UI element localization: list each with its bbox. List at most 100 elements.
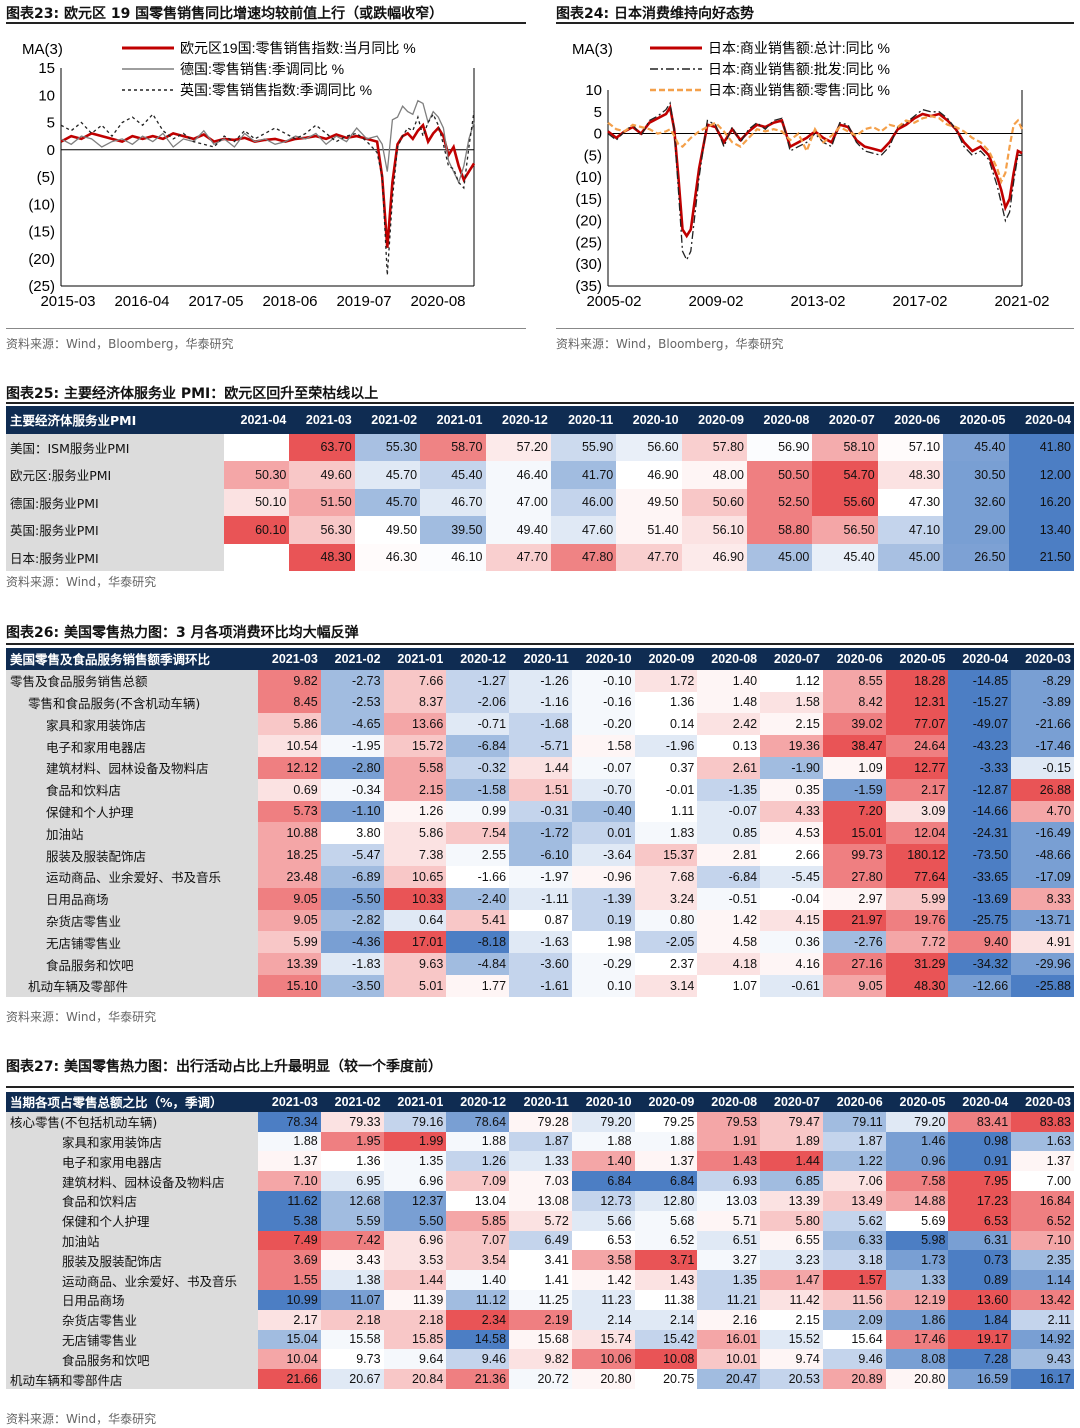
heatmap-cell: -0.29 [571,953,635,975]
heatmap-cell: 1.57 [822,1270,886,1290]
heatmap-cell: -1.97 [509,865,572,888]
heatmap-cell: 1.46 [885,1131,949,1152]
heatmap-cell: -1.95 [320,735,384,757]
row-label: 杂货店零售业 [6,1309,258,1330]
row-label: 服装及服装配饰店 [6,844,258,866]
table27-column-header: 2020-05 [885,1092,949,1112]
table25-column-header: 2021-03 [289,406,355,434]
heatmap-cell: 10.88 [258,822,321,845]
heatmap-cell: 13.39 [760,1190,823,1211]
heatmap-cell: 5.86 [383,822,447,845]
table-row: 服装及服装配饰店 3.69 3.43 3.53 3.54 3.41 3.58 3.71 3.27… [6,1250,1074,1271]
heatmap-cell: 5.01 [383,974,447,997]
heatmap-cell: 16.17 [1011,1369,1074,1389]
table25-title-rule [6,402,1074,404]
heatmap-cell: 7.10 [258,1171,321,1191]
heatmap-cell: 6.85 [760,1171,823,1191]
heatmap-cell: 4.18 [697,953,761,975]
heatmap-cell: 0.14 [634,713,698,736]
heatmap-cell: 2.14 [571,1309,635,1330]
table27-column-header: 2020-09 [634,1092,698,1112]
heatmap-cell: 0.96 [885,1151,949,1172]
heatmap-cell: 6.49 [509,1230,572,1251]
heatmap-cell: 7.03 [509,1171,572,1191]
heatmap-cell: 3.14 [634,974,698,997]
table26-column-header: 2021-03 [258,648,321,670]
heatmap-cell: 5.72 [509,1210,572,1231]
heatmap-cell: 1.91 [697,1131,761,1152]
chart24-xtick: 2009-02 [688,293,743,310]
heatmap-cell: -1.61 [509,974,572,997]
heatmap-cell: 10.08 [634,1349,698,1370]
heatmap-cell: 41.80 [1008,433,1074,461]
heatmap-cell: 20.72 [509,1369,572,1389]
heatmap-cell: 0.64 [383,909,447,932]
table26-column-header: 2020-05 [885,648,949,670]
heatmap-cell: 15.42 [634,1329,698,1350]
heatmap-cell: 5.80 [760,1210,823,1231]
row-label: 家具和家用装饰店 [6,1131,258,1152]
row-label: 电子和家用电器店 [6,1151,258,1172]
heatmap-cell: -6.89 [320,865,384,888]
heatmap-cell: 78.64 [446,1111,510,1132]
heatmap-cell: -0.31 [509,800,572,823]
heatmap-cell: 3.43 [320,1250,384,1271]
heatmap-cell: -0.01 [634,778,698,801]
heatmap-cell: 1.40 [571,1151,635,1172]
heatmap-cell: 4.16 [760,953,823,975]
heatmap-cell: 56.50 [812,516,878,544]
heatmap-cell: 15.72 [383,735,447,757]
heatmap-cell: -2.40 [446,887,510,910]
heatmap-cell: 1.48 [697,691,761,714]
heatmap-cell: 1.37 [634,1151,698,1172]
table-row: 零售及食品服务销售总额 9.82 -2.73 7.66 -1.27 -1.26 -0.10 1… [6,669,1074,692]
heatmap-cell: -2.76 [822,931,886,954]
heatmap-cell: 9.05 [258,909,321,932]
heatmap-cell: 1.07 [697,974,761,997]
chart23-xtick: 2020-08 [410,293,465,310]
table25-column-header: 2021-02 [354,406,421,434]
heatmap-cell: 180.12 [885,844,949,866]
heatmap-cell: 24.64 [885,735,949,757]
row-label: 日本:服务业PMI [6,543,224,571]
heatmap-cell: -0.51 [697,887,761,910]
heatmap-cell: -12.87 [948,778,1012,801]
heatmap-cell: 23.48 [258,865,321,888]
heatmap-cell: 48.00 [681,461,747,489]
heatmap-cell: 9.05 [258,887,321,910]
heatmap-cell: 13.66 [383,713,447,736]
heatmap-cell: 5.99 [885,887,949,910]
heatmap-cell: -2.82 [320,909,384,932]
chart24-series-line [607,114,1023,185]
heatmap-cell: 15.85 [383,1329,447,1350]
row-label: 欧元区:服务业PMI [6,461,224,489]
table25-column-header: 2020-11 [550,406,617,434]
heatmap-cell: -5.45 [760,865,823,888]
heatmap-cell: -12.66 [948,974,1012,997]
heatmap-cell: 0.19 [571,909,635,932]
heatmap-cell: 79.20 [885,1111,949,1132]
table-row: 电子和家用电器店 1.37 1.36 1.35 1.26 1.33 1.40 1.37 1.43… [6,1151,1074,1172]
heatmap-cell: 11.56 [822,1289,886,1310]
heatmap-cell: 6.52 [1011,1210,1074,1231]
heatmap-cell: 5.86 [258,713,321,736]
heatmap-cell: 1.40 [446,1270,510,1290]
chart24-bottom-rule [556,328,1074,329]
heatmap-cell: 0.35 [760,778,823,801]
table-row: 欧元区:服务业PMI 50.30 49.60 45.70 45.40 46.40 41.70… [6,461,1074,489]
heatmap-cell: 31.29 [885,953,949,975]
heatmap-cell: 99.73 [822,844,886,866]
heatmap-cell: 15.68 [509,1329,572,1350]
table26-source: 资料来源：Wind，华泰研究 [6,1010,157,1024]
table27-column-header: 2020-08 [697,1092,761,1112]
heatmap-cell: 12.73 [571,1190,635,1211]
row-label: 家具和家用装饰店 [6,713,258,736]
table-row: 杂货店零售业 9.05 -2.82 0.64 5.41 0.87 0.19 0.80 1.42 4… [6,909,1074,932]
heatmap-cell: 79.20 [571,1111,635,1132]
heatmap-cell: 47.10 [877,516,944,544]
table-row: 食品服务和饮吧 10.04 9.73 9.64 9.46 9.82 10.06 10.08 10… [6,1349,1074,1370]
heatmap-cell: -3.50 [320,974,384,997]
heatmap-cell: 1.44 [383,1270,447,1290]
heatmap-cell: 11.12 [446,1289,510,1310]
heatmap-cell: 1.26 [446,1151,510,1172]
